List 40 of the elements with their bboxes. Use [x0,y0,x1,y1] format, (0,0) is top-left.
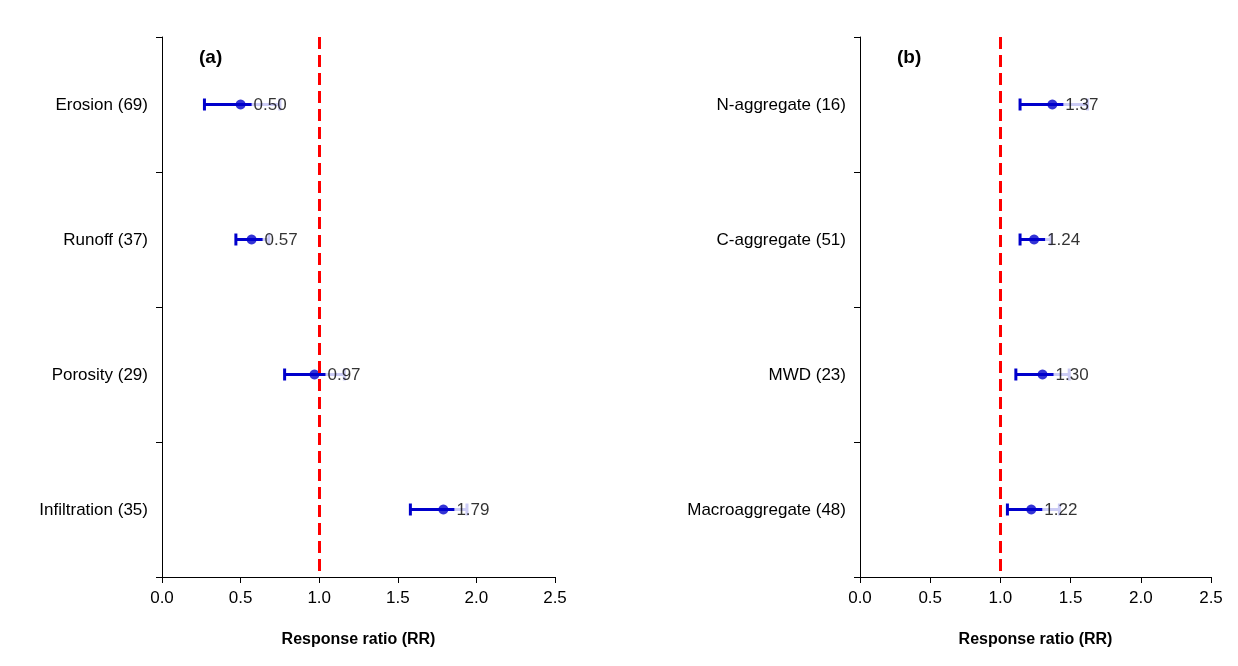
x-axis-title: Response ratio (RR) [281,629,436,647]
text: (b) [897,46,922,67]
data-label: 1.37 [1065,95,1099,114]
data-label: 0.57 [264,230,298,249]
point [246,234,257,245]
x-axis-title: Response ratio (RR) [958,629,1113,647]
y-tick-label: Erosion (69) [55,95,148,114]
point [235,99,246,110]
data-label: 1.24 [1047,230,1081,249]
y-tick-label: Infiltration (35) [39,500,148,519]
x-tick-label: 1.5 [1058,588,1083,607]
x-tick-label: 1.0 [307,588,332,607]
point [1037,369,1048,380]
x-tick-label: 0.0 [848,588,872,607]
point [309,369,320,380]
x-tick-label: 1.5 [385,588,410,607]
x-tick-label: 0.0 [150,588,174,607]
x-tick-label: 2.5 [543,588,567,607]
point [1026,504,1037,515]
y-tick-label: Runoff (37) [63,230,148,249]
data-label: 1.30 [1055,365,1089,384]
data-label: 1.22 [1044,500,1078,519]
y-tick-label: Porosity (29) [51,365,148,384]
y-tick-label: N-aggregate (16) [716,95,846,114]
point [438,504,449,515]
data-label: 1.79 [456,500,490,519]
data-label: 0.50 [253,95,287,114]
x-tick-label: 0.5 [918,588,943,607]
point [1047,99,1058,110]
y-tick-label: C-aggregate (51) [716,230,846,249]
y-tick-label: Macroaggregate (48) [687,500,846,519]
point [1029,234,1040,245]
text: (a) [199,46,223,67]
x-tick-label: 1.0 [988,588,1013,607]
x-tick-label: 2.5 [1199,588,1223,607]
x-tick-label: 2.0 [1128,588,1153,607]
x-tick-label: 2.0 [464,588,489,607]
data-label: 0.97 [327,365,361,384]
x-tick-label: 0.5 [228,588,253,607]
y-tick-label: MWD (23) [768,365,846,384]
